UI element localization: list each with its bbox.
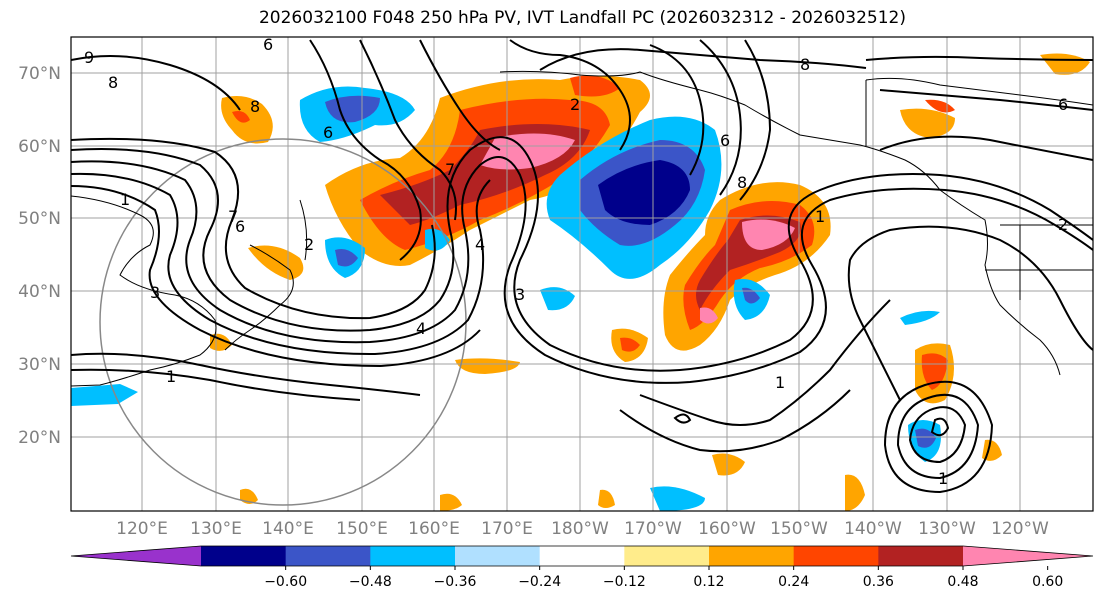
colorbar-tick-label: −0.36 [434,574,477,590]
colorbar-tick-label: −0.60 [264,574,307,590]
contour-label-22: 2 [570,95,580,114]
colorbar-tick-label: −0.48 [349,574,392,590]
lat-label-70n: 70°N [18,64,61,84]
colorbar-tick-label: 0.36 [863,574,894,590]
colorbar-tick-label: 0.24 [778,574,809,590]
contour-label-2: 9 [84,48,94,67]
colorbar: −0.60 −0.48 −0.36 −0.24 −0.12 0.12 0.24 0.36 0.4… [71,546,1093,590]
lon-label-120e: 120°E [116,519,168,539]
contour-label-18: 4 [475,235,485,254]
contour-label-20: 2 [304,235,314,254]
lon-label-170e: 170°E [481,519,533,539]
contour-label-10: 7 [445,160,455,179]
lon-label-120w: 120°W [991,519,1049,539]
colorbar-segment [624,546,709,566]
colorbar-segment [878,546,963,566]
colorbar-segment [709,546,794,566]
lon-label-150w: 150°W [770,519,828,539]
contour-label-4: 8 [250,97,260,116]
colorbar-tick-label: 0.12 [693,574,724,590]
contour-label-5: 6 [323,123,333,142]
lat-label-60n: 60°N [18,137,61,157]
colorbar-tick-label: −0.24 [518,574,561,590]
lat-label-20n: 20°N [18,428,61,448]
contour-label-1: 6 [263,35,273,54]
colorbar-tick-label: −0.12 [603,574,646,590]
contour-label-21: 1 [120,190,130,209]
lat-labels: 70°N 60°N 50°N 40°N 30°N 20°N [18,64,61,448]
contour-label-16: 4 [416,319,426,338]
contour-label-15: 3 [515,285,525,304]
contour-label-6: 8 [800,55,810,74]
contour-label-19: 3 [150,283,160,302]
lon-label-180w: 180°W [551,519,609,539]
colorbar-tick-label: 0.48 [947,574,978,590]
lat-label-50n: 50°N [18,209,61,229]
colorbar-extend-low [71,546,201,566]
colorbar-segment [370,546,455,566]
contour-label-23: 1 [775,373,785,392]
lon-label-160e: 160°E [408,519,460,539]
contour-label-9: 8 [737,173,747,192]
colorbar-segment [794,546,879,566]
contour-label-3: 8 [108,73,118,92]
lat-label-30n: 30°N [18,355,61,375]
colorbar-extend-high [963,546,1093,566]
contour-label-13: 7 [228,207,238,226]
contour-label-11: 1 [815,207,825,226]
colorbar-segment [455,546,540,566]
lon-label-130w: 130°W [918,519,976,539]
contour-label-8: 6 [720,131,730,150]
colorbar-tick-label: 0.60 [1032,574,1063,590]
lon-label-160w: 160°W [698,519,756,539]
contour-label-24: 1 [938,469,948,488]
colorbar-segment [540,546,625,566]
contour-label-17: 1 [166,367,176,386]
lon-labels: 120°E 130°E 140°E 150°E 160°E 170°E 180°… [116,519,1049,539]
colorbar-segment [201,546,286,566]
lon-label-150e: 150°E [336,519,388,539]
lon-label-140w: 140°W [844,519,902,539]
lon-label-130e: 130°E [190,519,242,539]
contour-label-7: 6 [1058,95,1068,114]
lat-label-40n: 40°N [18,282,61,302]
colorbar-segment [286,546,371,566]
lon-label-140e: 140°E [262,519,314,539]
contour-label-14: 2 [1058,215,1068,234]
lon-label-170w: 170°W [624,519,682,539]
